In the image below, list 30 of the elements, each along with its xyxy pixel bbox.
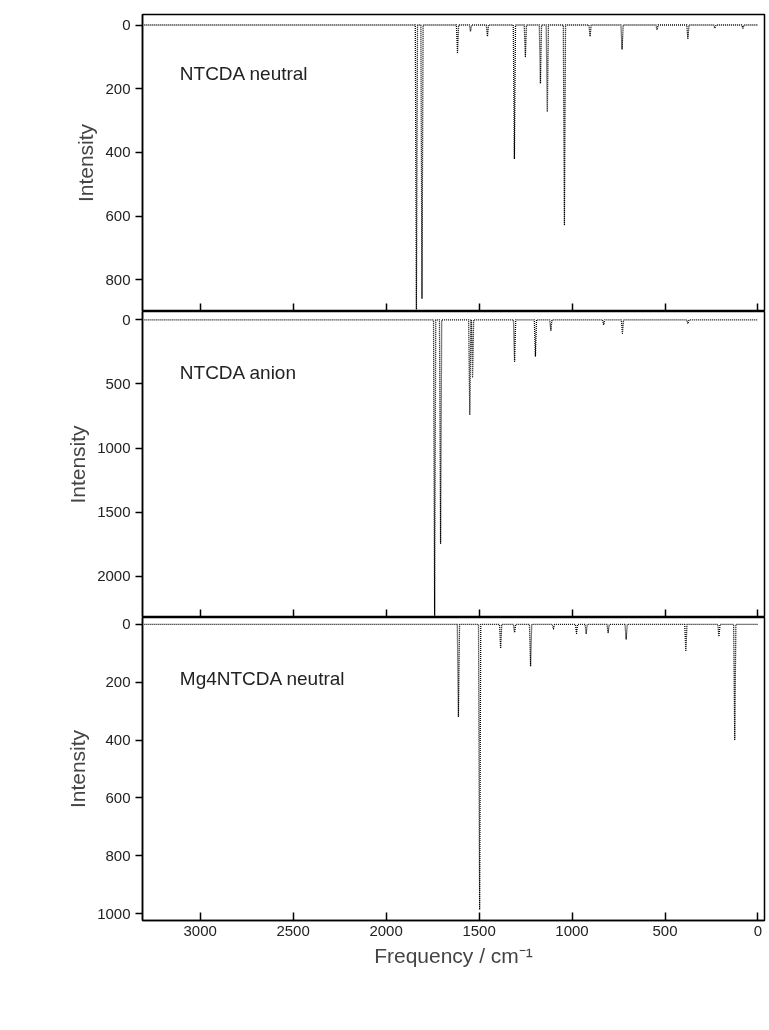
y-tick-label: 800 [105, 270, 131, 288]
x-tick-label: 2000 [369, 921, 403, 939]
y-tick-label: 2000 [97, 567, 131, 585]
y-tick-label: 1000 [97, 904, 131, 922]
x-tick-label: 1500 [462, 921, 496, 939]
y-tick-label: 400 [105, 143, 131, 161]
x-tick-label: 1000 [555, 921, 589, 939]
x-tick-label: 2500 [276, 921, 310, 939]
x-tick-label: 3000 [183, 921, 217, 939]
y-tick-label: 500 [105, 374, 131, 392]
y-axis-title: Intensity [74, 123, 98, 203]
y-tick-label: 400 [105, 731, 131, 749]
y-tick-label: 0 [122, 310, 131, 328]
annotation: Mg4NTCDA neutral [179, 667, 345, 689]
annotation: NTCDA anion [179, 362, 296, 384]
y-tick-label: 800 [105, 846, 131, 864]
y-tick-label: 600 [105, 207, 131, 224]
y-tick-label: 1000 [97, 439, 131, 457]
y-axis-title: Intensity [66, 424, 90, 504]
y-axis-title: Intensity [66, 729, 90, 809]
annotation: NTCDA neutral [179, 63, 308, 85]
y-tick-label: 600 [105, 788, 131, 806]
x-tick-label: 0 [753, 921, 763, 939]
x-axis-title: Frequency / cm⁻¹ [374, 943, 533, 967]
y-tick-label: 0 [122, 615, 131, 633]
y-tick-label: 200 [105, 673, 131, 691]
x-tick-label: 500 [652, 921, 678, 939]
y-tick-label: 200 [105, 79, 131, 97]
y-tick-label: 0 [122, 16, 131, 33]
y-tick-label: 1500 [97, 503, 131, 521]
